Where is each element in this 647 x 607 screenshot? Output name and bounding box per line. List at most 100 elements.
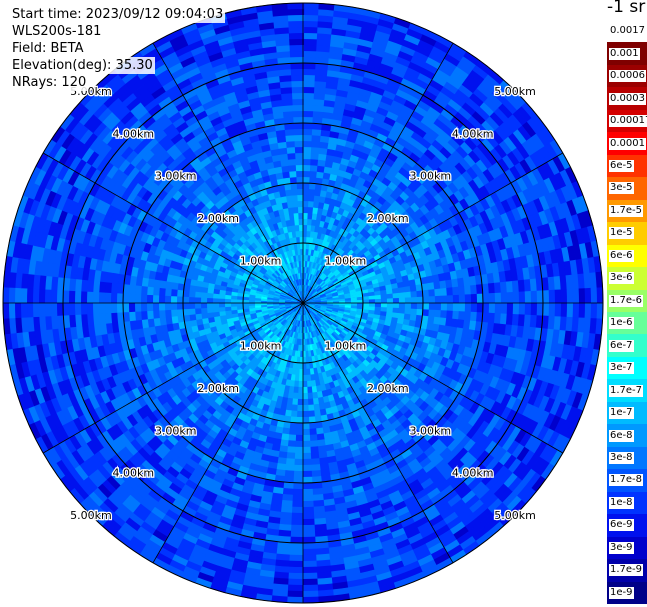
ppi-gate [404,527,421,540]
ppi-gate [303,320,306,328]
ppi-gate [129,275,138,286]
ppi-gate [345,431,355,441]
ppi-gate [468,402,480,415]
ppi-gate [127,215,138,228]
ppi-gate [479,197,491,212]
ppi-gate [316,439,326,447]
ppi-gate [250,378,258,387]
ppi-gate [128,293,136,303]
ppi-gate [147,318,155,328]
ppi-gate [97,224,108,239]
ppi-gate [3,270,11,288]
ppi-gate [338,370,346,379]
ppi-gate [398,297,406,304]
ppi-gate [384,137,397,148]
ppi-gate [310,349,315,357]
ppi-gate [405,500,421,513]
ppi-gate [155,332,164,342]
ppi-gate [480,273,489,285]
ppi-gate [380,343,389,352]
ppi-gate [121,380,132,394]
ppi-gate [422,296,430,304]
ppi-gate [304,272,307,280]
ppi-gate [357,324,365,331]
ppi-gate [225,286,233,292]
ppi-gate [15,316,23,334]
ppi-gate [448,401,460,414]
ppi-gate [375,443,388,454]
ppi-gate [420,276,428,285]
ppi-gate [431,155,444,168]
ppi-gate [538,195,551,212]
ppi-gate [188,494,203,507]
ppi-gate [380,294,388,300]
ppi-gate [446,310,454,320]
ppi-gate [326,455,337,464]
ppi-gate [312,262,317,269]
ppi-gate [301,314,303,322]
ppi-gate [329,315,337,320]
ppi-gate [331,28,348,37]
ppi-gate [224,536,240,547]
ppi-gate [170,302,178,310]
ppi-gate [332,278,339,284]
ppi-gate [330,276,338,282]
ppi-gate [314,284,320,290]
ppi-gate [315,276,320,283]
ppi-gate [293,380,299,388]
ppi-gate [344,305,352,309]
ppi-gate [139,498,155,512]
ppi-gate [355,99,369,110]
ppi-gate [317,321,323,328]
ppi-gate [299,362,303,370]
ppi-gate [337,310,345,315]
ppi-gate [459,259,468,270]
ppi-gate [236,305,244,310]
ppi-gate [171,343,180,353]
ppi-gate [332,113,344,122]
ppi-gate [10,331,19,350]
ppi-gate [349,347,357,355]
ppi-gate [246,344,254,352]
ppi-gate [47,248,57,264]
ppi-gate [509,371,521,386]
ppi-gate [333,10,351,19]
ppi-gate [303,242,307,250]
ppi-gate [68,487,85,504]
ppi-gate [416,303,424,310]
ppi-gate [144,334,153,346]
ppi-gate [119,462,134,478]
ppi-gate [191,468,204,480]
ppi-gate [263,351,271,359]
ppi-gate [41,370,52,387]
ppi-gate [553,371,565,388]
ppi-gate [302,362,307,370]
ppi-gate [335,365,343,373]
ppi-gate [139,430,152,444]
ppi-gate [312,110,324,119]
ppi-gate [340,281,348,287]
ppi-gate [482,168,495,183]
ppi-gate [318,201,325,210]
ppi-gate [59,474,75,492]
ppi-gate [319,309,326,313]
ppi-gate [278,325,285,332]
ppi-gate [301,572,318,580]
ppi-gate [308,243,313,250]
ppi-gate [242,272,250,279]
ppi-gate [322,492,335,501]
ppi-gate [459,158,472,172]
ppi-gate [290,300,298,303]
ppi-gate [548,174,562,192]
ppi-gate [95,379,106,394]
ppi-gate [146,294,154,303]
ppi-gate [194,577,213,589]
ppi-gate [322,352,328,360]
ppi-gate [462,410,475,424]
ppi-gate [130,266,139,277]
ppi-gate [140,459,155,473]
ppi-gate [368,352,377,361]
ppi-gate [314,305,321,308]
ppi-gate [520,450,535,467]
ppi-gate [166,397,178,409]
